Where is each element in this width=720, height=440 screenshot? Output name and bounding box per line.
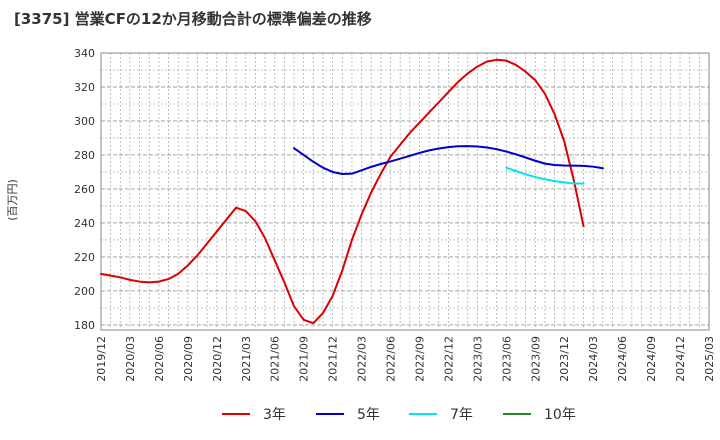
grid-lines	[100, 52, 710, 330]
legend-label: 10年	[544, 407, 576, 423]
legend-label: 3年	[263, 407, 286, 423]
y-axis-label: (百万円)	[6, 179, 19, 221]
y-tick-label: 200	[74, 285, 95, 298]
x-tick-label: 2021/09	[298, 336, 311, 382]
series-lines	[100, 58, 604, 325]
x-tick-label: 2023/12	[558, 336, 571, 382]
x-tick-label: 2020/06	[153, 336, 166, 382]
x-tick-label: 2025/03	[703, 336, 716, 382]
y-tick-label: 260	[74, 183, 95, 196]
x-tick-label: 2021/06	[269, 336, 282, 382]
x-tick-label: 2024/12	[674, 336, 687, 382]
legend-label: 5年	[357, 407, 380, 423]
y-tick-label: 340	[74, 47, 95, 60]
y-axis-ticks: 180 200 220 240 260 280 300 320 340	[74, 47, 95, 332]
x-axis-ticks: 2019/12 2020/03 2020/06 2020/09 2020/12 2021/…	[95, 336, 716, 382]
x-tick-label: 2021/03	[240, 336, 253, 382]
series-line-3	[505, 166, 585, 185]
plot-area-border	[100, 52, 710, 331]
y-tick-label: 300	[74, 115, 95, 128]
y-tick-label: 180	[74, 319, 95, 332]
series-line-2	[293, 145, 604, 175]
x-tick-label: 2021/12	[327, 336, 340, 382]
series-line-1	[100, 58, 585, 325]
x-tick-label: 2022/09	[413, 336, 426, 382]
legend: 3年 5年 7年 10年	[222, 407, 576, 423]
x-tick-label: 2022/03	[356, 336, 369, 382]
x-tick-label: 2024/06	[616, 336, 629, 382]
x-tick-label: 2023/06	[500, 336, 513, 382]
y-tick-label: 280	[74, 149, 95, 162]
x-tick-label: 2022/06	[385, 336, 398, 382]
x-tick-label: 2024/03	[587, 336, 600, 382]
y-tick-label: 320	[74, 81, 95, 94]
legend-label: 7年	[450, 407, 473, 423]
x-tick-label: 2023/03	[471, 336, 484, 382]
x-tick-label: 2019/12	[95, 336, 108, 382]
x-tick-label: 2024/09	[645, 336, 658, 382]
x-tick-label: 2023/09	[529, 336, 542, 382]
chart-title: [3375] 営業CFの12か月移動合計の標準偏差の推移	[14, 10, 372, 28]
x-tick-label: 2020/03	[124, 336, 137, 382]
y-tick-label: 220	[74, 251, 95, 264]
x-tick-label: 2020/12	[211, 336, 224, 382]
x-tick-label: 2022/12	[442, 336, 455, 382]
y-tick-label: 240	[74, 217, 95, 230]
x-tick-label: 2020/09	[182, 336, 195, 382]
